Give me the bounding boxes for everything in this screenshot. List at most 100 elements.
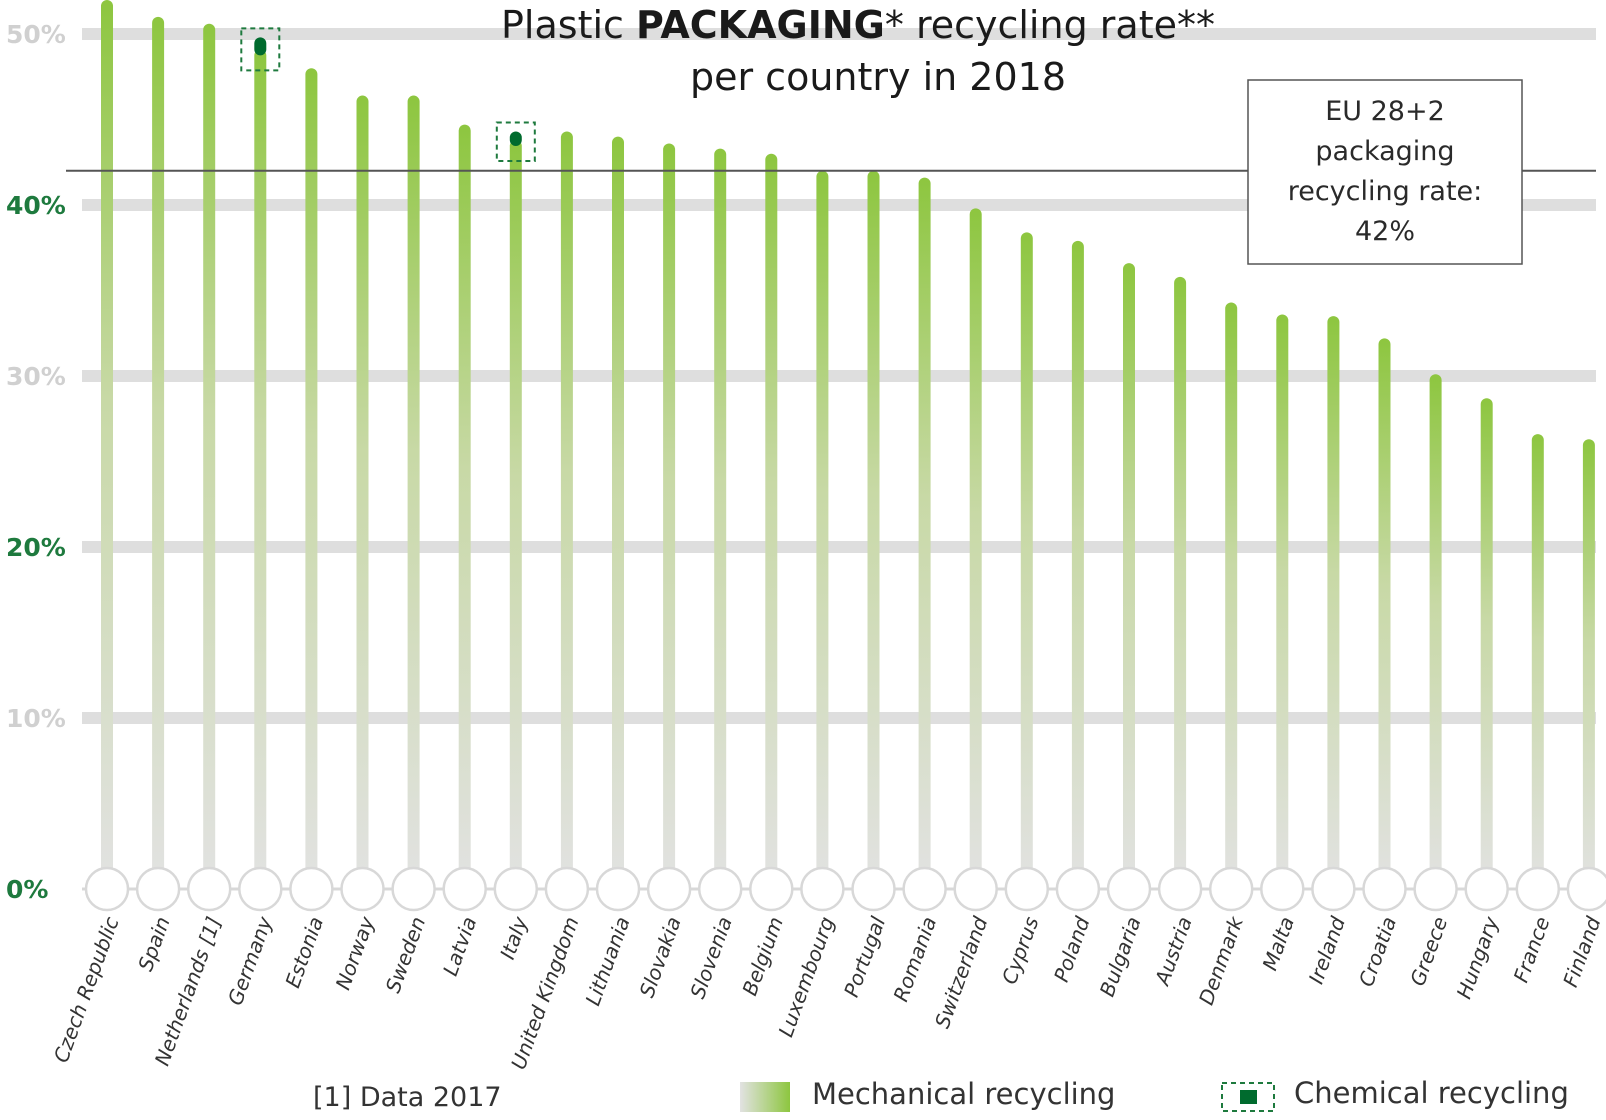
x-tick-label: Portugal — [839, 913, 890, 1000]
bar-mechanical — [1276, 314, 1289, 889]
bar-mechanical — [1582, 439, 1595, 889]
x-axis-node — [1515, 866, 1561, 912]
bar-mechanical — [152, 16, 165, 889]
bar-mechanical — [203, 23, 216, 890]
x-tick-label: Italy — [495, 912, 533, 962]
x-axis-node — [1106, 866, 1152, 912]
footnote: [1] Data 2017 — [313, 1082, 502, 1113]
gridlines: 0% 10% 20% 30% 40% 50% — [6, 20, 1596, 904]
x-axis-node — [1311, 866, 1356, 912]
legend-mechanical-label: Mechanical recycling — [812, 1077, 1115, 1111]
x-axis-node — [340, 866, 385, 912]
ytick-label: 0% — [6, 875, 48, 904]
x-axis-node — [646, 866, 692, 912]
x-axis-node — [391, 866, 436, 912]
x-axis-node — [749, 866, 794, 912]
x-tick-label: Poland — [1049, 913, 1095, 985]
eu-reference-label: recycling rate: — [1288, 176, 1483, 207]
x-tick-label: Latvia — [438, 914, 481, 979]
bar-mechanical — [867, 170, 880, 890]
x-axis-node — [289, 866, 334, 912]
bar-mechanical — [816, 170, 829, 890]
bar-chemical — [254, 37, 267, 56]
bar-mechanical — [509, 140, 522, 889]
ytick-label: 20% — [6, 533, 66, 562]
ytick-label: 10% — [6, 704, 66, 733]
bar-mechanical — [254, 49, 267, 889]
x-axis-node — [851, 866, 896, 912]
legend: Mechanical recycling Chemical recycling — [740, 1076, 1569, 1112]
reference-line-group: EU 28+2 packaging recycling rate: 42% — [66, 79, 1596, 265]
x-tick-label: Slovenia — [685, 914, 737, 1002]
x-axis-node — [1413, 866, 1458, 912]
bar-mechanical — [356, 95, 369, 889]
bar-mechanical — [101, 0, 113, 889]
x-tick-label: Slovakia — [635, 914, 686, 1001]
ytick-label: 30% — [6, 362, 66, 391]
eu-reference-label: packaging — [1315, 136, 1454, 167]
bar-mechanical — [1123, 263, 1135, 889]
x-tick-label: France — [1509, 914, 1555, 986]
x-axis-node — [1566, 866, 1606, 912]
x-tick-label: Czech Republic — [49, 914, 124, 1066]
bar-mechanical — [714, 148, 727, 889]
chemical-marker-frame — [240, 27, 281, 72]
x-axis-node — [595, 866, 641, 912]
x-tick-label: Cyprus — [997, 914, 1043, 988]
x-tick-label: Bulgaria — [1095, 914, 1146, 1000]
x-axis-node — [493, 866, 539, 912]
x-tick-label: Spain — [133, 914, 175, 975]
x-tick-label: Denmark — [1194, 912, 1248, 1008]
x-tick-label: Belgium — [737, 914, 788, 999]
bar-mechanical — [765, 153, 778, 889]
x-tick-label: Germany — [223, 912, 278, 1008]
bar-chemical — [509, 131, 522, 147]
legend-chemical-label: Chemical recycling — [1294, 1076, 1569, 1110]
eu-reference-box — [1247, 79, 1523, 265]
x-tick-label: Switzerland — [930, 913, 993, 1031]
legend-chemical-swatch — [1240, 1090, 1257, 1104]
x-axis-node — [186, 866, 232, 912]
x-axis-node — [1055, 866, 1101, 912]
bar-mechanical — [1020, 232, 1033, 890]
legend-chemical-swatch-frame — [1221, 1082, 1275, 1112]
x-axis-node — [953, 866, 998, 912]
bar-mechanical — [560, 131, 573, 890]
bars — [101, 0, 1595, 890]
bar-mechanical — [1378, 338, 1391, 889]
bar-mechanical — [918, 177, 931, 889]
eu-reference-label: EU 28+2 — [1325, 96, 1445, 127]
x-axis-node — [1464, 866, 1509, 912]
ytick-label: 50% — [6, 20, 66, 49]
x-tick-label: Estonia — [280, 914, 328, 991]
x-axis-node — [544, 866, 590, 912]
x-axis-node — [1362, 866, 1407, 912]
bar-mechanical — [458, 124, 471, 889]
x-tick-label: Lithuania — [580, 914, 634, 1009]
x-tick-label: Ireland — [1304, 913, 1350, 987]
x-tick-label: Hungary — [1452, 912, 1504, 1002]
bar-mechanical — [1327, 316, 1340, 889]
x-axis-node — [902, 866, 947, 912]
x-axis-node — [1004, 866, 1050, 912]
x-tick-label: Sweden — [381, 914, 431, 996]
x-tick-label: Romania — [889, 914, 942, 1005]
bar-mechanical — [1531, 434, 1544, 889]
x-tick-label: Croatia — [1354, 914, 1401, 990]
bar-mechanical — [612, 136, 624, 890]
x-tick-label: Malta — [1258, 914, 1299, 974]
bar-mechanical — [1071, 240, 1084, 889]
x-axis-node — [1208, 866, 1254, 912]
bar-mechanical — [1429, 374, 1442, 889]
x-axis-node — [84, 866, 130, 912]
bar-mechanical — [1225, 302, 1238, 890]
x-axis-node — [238, 866, 283, 912]
chart-title-line1: Plastic PACKAGING* recycling rate** — [501, 3, 1215, 47]
x-tick-label: Finland — [1558, 913, 1606, 990]
x-axis-node — [442, 866, 487, 912]
ytick-label: 40% — [6, 191, 66, 220]
chemical-marker-frame — [495, 121, 536, 163]
